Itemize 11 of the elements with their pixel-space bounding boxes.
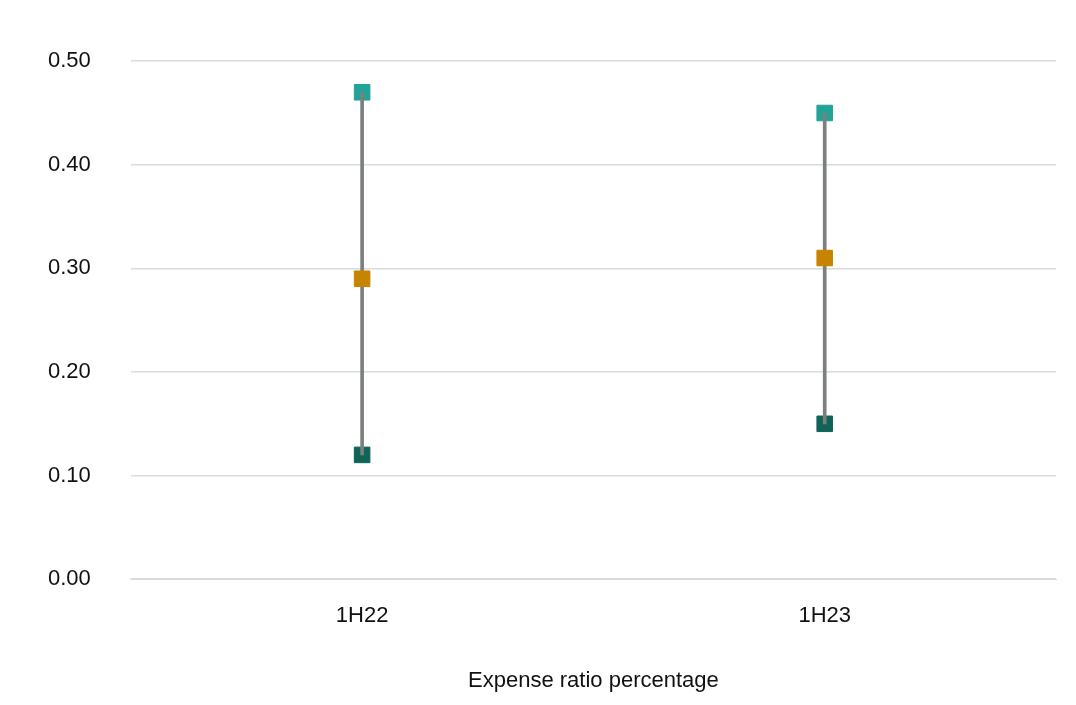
x-tick-label: 1H22: [335, 602, 389, 628]
point: [816, 249, 833, 267]
y-tick-label: 0.10: [47, 461, 91, 487]
point: [353, 270, 371, 288]
x-axis-title: Expense ratio percentage: [468, 666, 719, 692]
y-tick-label: 0.20: [47, 358, 91, 384]
x-tick-label: 1H23: [798, 602, 851, 628]
y-tick-label: 0.40: [47, 150, 91, 176]
y-tick-label: 0.00: [47, 565, 91, 591]
y-tick-label: 0.30: [47, 254, 91, 280]
y-tick-label: 0.50: [47, 47, 91, 73]
